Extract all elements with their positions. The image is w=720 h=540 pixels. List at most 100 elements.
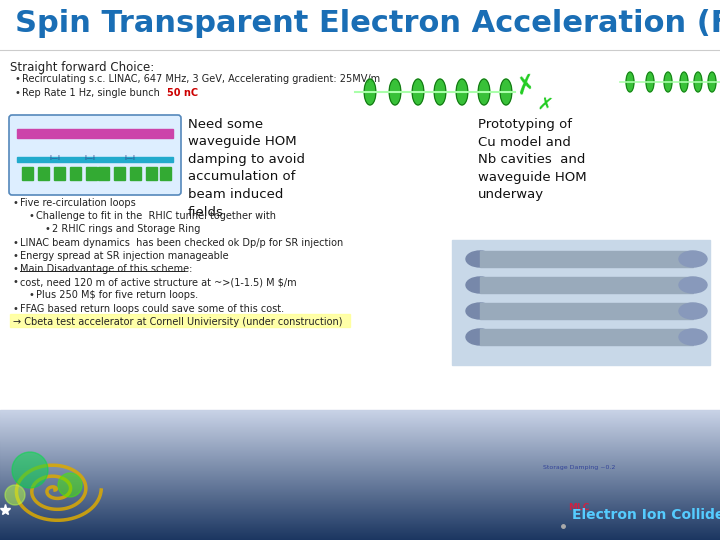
Polygon shape <box>389 79 401 105</box>
Ellipse shape <box>679 303 707 319</box>
Text: •: • <box>13 264 19 274</box>
Bar <box>0 494 720 495</box>
Bar <box>0 479 720 480</box>
Text: Energy spread at SR injection manageable: Energy spread at SR injection manageable <box>20 251 229 261</box>
Bar <box>0 519 720 520</box>
Polygon shape <box>500 79 512 105</box>
Bar <box>0 433 720 434</box>
Bar <box>0 456 720 457</box>
Bar <box>0 438 720 439</box>
Bar <box>0 461 720 462</box>
Bar <box>0 425 720 426</box>
Bar <box>0 526 720 527</box>
Bar <box>0 426 720 427</box>
Bar <box>0 457 720 458</box>
Bar <box>0 411 720 412</box>
Bar <box>0 462 720 463</box>
Bar <box>0 533 720 534</box>
Bar <box>0 424 720 425</box>
Bar <box>0 423 720 424</box>
Text: •: • <box>13 303 19 314</box>
Bar <box>0 453 720 454</box>
Bar <box>0 414 720 415</box>
Bar <box>480 303 693 319</box>
Bar <box>70 167 81 180</box>
Bar <box>0 477 720 478</box>
Circle shape <box>58 473 82 497</box>
Bar <box>0 512 720 513</box>
Bar <box>0 429 720 430</box>
Bar <box>0 511 720 512</box>
Bar <box>0 519 720 520</box>
Bar <box>0 493 720 494</box>
Text: Rep Rate 1 Hz, single bunch: Rep Rate 1 Hz, single bunch <box>22 88 163 98</box>
Bar <box>0 415 720 416</box>
Bar <box>0 486 720 487</box>
Bar <box>0 465 720 466</box>
Bar <box>22 167 33 180</box>
Bar <box>0 429 720 430</box>
Bar <box>0 504 720 505</box>
Bar <box>0 496 720 497</box>
Bar <box>0 487 720 488</box>
Bar <box>480 329 693 345</box>
Bar <box>0 444 720 445</box>
Bar <box>0 419 720 420</box>
Bar <box>0 445 720 446</box>
Bar <box>0 488 720 489</box>
Bar <box>0 481 720 482</box>
Bar <box>0 413 720 414</box>
Bar <box>0 454 720 455</box>
Polygon shape <box>478 79 490 105</box>
Bar <box>0 529 720 530</box>
Bar <box>0 491 720 492</box>
Polygon shape <box>434 79 446 105</box>
Text: 50 nC: 50 nC <box>167 88 198 98</box>
Bar <box>0 508 720 509</box>
Bar <box>0 412 720 413</box>
Bar <box>0 416 720 417</box>
Bar <box>0 450 720 451</box>
Bar <box>480 251 693 267</box>
Bar <box>0 532 720 533</box>
Bar <box>17 129 173 138</box>
Polygon shape <box>456 79 468 105</box>
Bar <box>0 513 720 514</box>
Bar <box>0 410 720 411</box>
Bar <box>0 500 720 501</box>
Bar <box>0 489 720 490</box>
Bar <box>0 503 720 504</box>
Ellipse shape <box>466 277 494 293</box>
Bar <box>0 420 720 421</box>
Bar <box>0 457 720 458</box>
Bar <box>0 422 720 423</box>
Bar <box>0 514 720 515</box>
Bar <box>0 456 720 457</box>
Bar <box>0 506 720 507</box>
Bar <box>0 473 720 474</box>
Bar <box>0 515 720 516</box>
Bar <box>0 513 720 514</box>
Bar <box>0 458 720 459</box>
Bar <box>0 514 720 515</box>
Bar <box>480 277 693 293</box>
Bar <box>0 469 720 470</box>
Bar <box>86 167 97 180</box>
Bar <box>0 467 720 468</box>
Text: I—I: I—I <box>125 155 135 161</box>
Bar <box>0 518 720 519</box>
Bar <box>0 509 720 510</box>
Bar <box>0 445 720 446</box>
Bar <box>0 455 720 456</box>
Bar <box>0 413 720 414</box>
Bar <box>0 492 720 493</box>
Bar <box>0 521 720 522</box>
Bar <box>0 496 720 497</box>
Bar <box>0 411 720 412</box>
Bar <box>0 525 720 526</box>
Text: Straight forward Choice:: Straight forward Choice: <box>10 61 154 74</box>
Bar <box>0 437 720 438</box>
Bar <box>0 432 720 433</box>
Bar <box>0 474 720 475</box>
Bar <box>0 449 720 450</box>
